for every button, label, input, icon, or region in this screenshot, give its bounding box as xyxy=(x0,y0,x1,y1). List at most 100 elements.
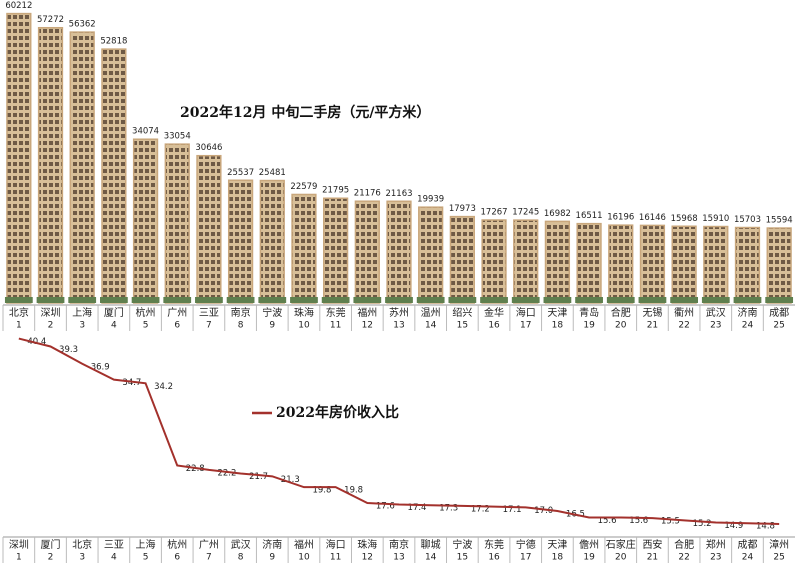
data-label: 33054 xyxy=(164,132,191,142)
x-tick-label: 苏州 xyxy=(389,306,409,319)
x-tick-label: 三亚 xyxy=(104,540,124,551)
data-label: 60212 xyxy=(5,1,32,11)
data-label: 17.2 xyxy=(471,504,490,514)
x-tick-label: 石家庄 xyxy=(606,538,636,551)
rank-label: 9 xyxy=(269,553,275,563)
data-label: 57272 xyxy=(37,15,64,25)
data-label: 15703 xyxy=(734,215,761,225)
data-label: 17245 xyxy=(512,208,539,218)
x-tick-label: 海口 xyxy=(326,538,346,551)
bar-base xyxy=(701,297,730,303)
x-tick-label: 深圳 xyxy=(41,307,61,319)
rank-label: 16 xyxy=(488,321,500,331)
bar-base xyxy=(733,297,762,303)
x-tick-label: 厦门 xyxy=(41,538,61,551)
bar-base xyxy=(100,297,128,303)
rank-label: 18 xyxy=(552,553,564,563)
data-label: 21163 xyxy=(385,189,412,199)
rank-label: 4 xyxy=(111,321,117,331)
bar-base xyxy=(765,297,794,303)
bar xyxy=(481,219,507,304)
x-tick-label: 温州 xyxy=(421,307,441,319)
bar-base xyxy=(195,297,223,303)
bar xyxy=(227,179,254,304)
x-tick-label: 东莞 xyxy=(484,538,504,551)
bar-base xyxy=(258,297,287,303)
data-label: 34.7 xyxy=(122,378,141,388)
bar-base xyxy=(163,297,192,303)
rank-label: 25 xyxy=(773,321,784,331)
x-tick-label: 三亚 xyxy=(199,308,219,319)
rank-label: 14 xyxy=(425,553,437,563)
data-label: 30646 xyxy=(195,143,222,153)
x-tick-label: 南京 xyxy=(389,538,409,551)
data-label: 14.9 xyxy=(724,521,743,531)
rank-label: 25 xyxy=(773,553,784,563)
rank-label: 24 xyxy=(742,553,754,563)
rank-label: 19 xyxy=(583,553,595,563)
bar xyxy=(513,219,539,304)
rank-label: 15 xyxy=(457,553,468,563)
rank-label: 5 xyxy=(143,553,149,563)
x-tick-label: 宁波 xyxy=(452,538,472,551)
bar-base xyxy=(353,297,382,303)
bar xyxy=(734,226,761,304)
data-label: 21176 xyxy=(354,189,381,199)
bar-base xyxy=(575,297,603,303)
rank-label: 2 xyxy=(48,321,54,331)
x-tick-label: 珠海 xyxy=(357,538,377,551)
data-label: 16982 xyxy=(544,209,571,219)
x-tick-label: 成都 xyxy=(737,539,757,551)
bar xyxy=(69,31,95,304)
x-tick-label: 福州 xyxy=(357,306,377,319)
rank-label: 17 xyxy=(520,321,531,331)
bar xyxy=(386,200,412,304)
x-tick-label: 北京 xyxy=(72,538,92,551)
bar xyxy=(132,138,159,304)
rank-label: 8 xyxy=(238,321,244,331)
x-tick-label: 聊城 xyxy=(421,538,441,551)
rank-label: 1 xyxy=(16,553,22,563)
x-tick-label: 上海 xyxy=(136,538,156,551)
x-tick-label: 上海 xyxy=(72,306,92,319)
rank-label: 1 xyxy=(16,321,22,331)
rank-label: 23 xyxy=(710,553,721,563)
x-tick-label: 成都 xyxy=(769,307,789,319)
rank-label: 22 xyxy=(678,321,689,331)
data-label: 52818 xyxy=(100,37,127,47)
data-label: 22579 xyxy=(290,182,317,192)
bar-base xyxy=(226,297,255,303)
data-label: 16146 xyxy=(639,213,666,223)
bar-base xyxy=(670,297,698,303)
bar xyxy=(608,224,634,304)
rank-label: 6 xyxy=(174,553,180,563)
x-tick-label: 杭州 xyxy=(167,538,187,551)
data-label: 25481 xyxy=(259,168,286,178)
x-tick-label: 青岛 xyxy=(579,306,599,319)
data-label: 17.1 xyxy=(503,505,522,515)
bar-base xyxy=(638,297,667,303)
data-label: 16196 xyxy=(607,213,634,223)
data-label: 17.6 xyxy=(376,502,395,512)
rank-label: 21 xyxy=(647,553,658,563)
rank-label: 22 xyxy=(678,553,689,563)
x-tick-label: 无锡 xyxy=(642,306,662,319)
data-label: 39.3 xyxy=(59,345,78,355)
rank-label: 12 xyxy=(362,553,373,563)
x-tick-label: 西安 xyxy=(642,538,662,551)
data-label: 19939 xyxy=(417,195,444,205)
bar-base xyxy=(416,297,445,303)
bar xyxy=(703,225,729,304)
rank-label: 5 xyxy=(143,321,149,331)
bar xyxy=(101,48,127,304)
data-label: 15.2 xyxy=(693,519,712,529)
bar-base xyxy=(321,297,350,303)
data-label: 17.4 xyxy=(408,503,427,513)
rank-label: 18 xyxy=(552,321,564,331)
data-label: 15910 xyxy=(702,214,729,224)
x-tick-label: 漳州 xyxy=(769,538,789,551)
rank-label: 13 xyxy=(393,321,404,331)
data-label: 22.2 xyxy=(217,468,236,478)
bar-base xyxy=(4,297,33,303)
bar-base xyxy=(68,297,97,303)
